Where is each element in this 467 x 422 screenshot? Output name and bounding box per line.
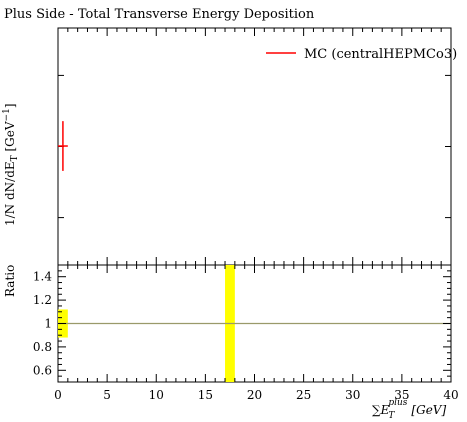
x-tick-label: 0	[54, 388, 62, 402]
main-panel-frame	[57, 27, 452, 266]
x-tick-label: 35	[394, 388, 409, 402]
chart-title: Plus Side - Total Transverse Energy Depo…	[4, 7, 315, 22]
x-tick-label: 30	[345, 388, 360, 402]
main-panel	[57, 27, 452, 266]
x-tick-label: 10	[149, 388, 164, 402]
legend-label-mc: MC (centralHEPMCo3)	[304, 47, 457, 62]
x-tick-label: 40	[443, 388, 458, 402]
legend: MC (centralHEPMCo3)	[266, 47, 457, 62]
x-axis-label: ∑ETplus [GeV]	[372, 398, 446, 421]
x-tick-label: 20	[247, 388, 262, 402]
ratio-y-tick-label: 1.2	[33, 293, 52, 307]
x-tick-label: 15	[198, 388, 213, 402]
ratio-y-axis-label: Ratio	[3, 265, 17, 297]
ratio-y-tick-label: 0.8	[33, 340, 52, 354]
ratio-y-tick-label: 1.4	[33, 270, 52, 284]
main-y-axis-label: 1/N dN/dET [GeV−1]	[2, 103, 20, 226]
x-tick-label: 25	[296, 388, 311, 402]
ratio-y-tick-label: 1	[44, 317, 52, 331]
x-tick-label: 5	[103, 388, 111, 402]
ratio-y-tick-label: 0.6	[33, 363, 52, 377]
